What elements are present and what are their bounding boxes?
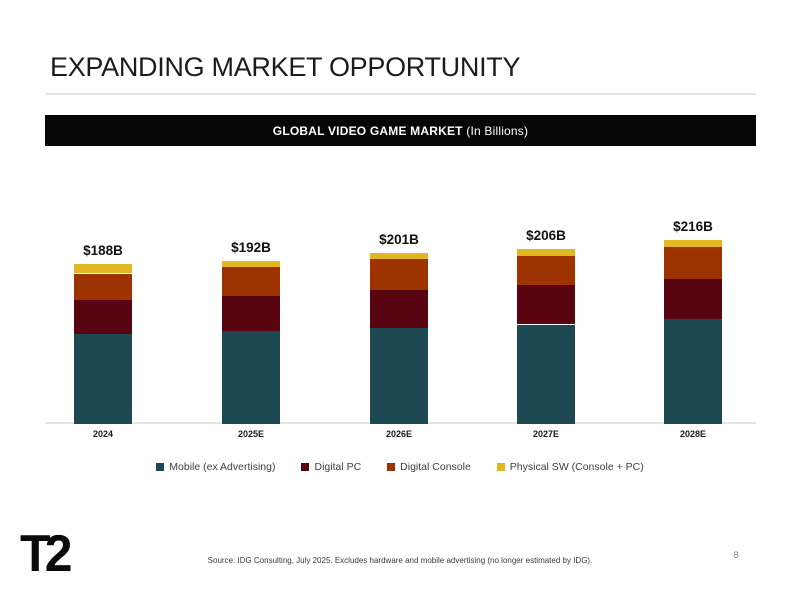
legend-label: Digital PC: [314, 461, 362, 473]
legend-swatch-icon: [301, 463, 310, 471]
x-axis-label-2027e: 2027E: [532, 429, 560, 439]
bar-segment-physical-sw-console-pc-2024: [74, 264, 132, 274]
bar-segment-digital-pc-2024: [74, 299, 132, 334]
legend-item-digital-pc: Digital PC: [301, 461, 361, 473]
chart-banner-subtitle: (In Billions): [462, 123, 529, 138]
slide-title: EXPANDING MARKET OPPORTUNITY: [50, 52, 521, 82]
bar-segment-mobile-ex-advertising-2028e: [664, 319, 722, 424]
t2-logo: T2: [20, 525, 72, 583]
legend-swatch-icon: [496, 463, 505, 471]
chart-banner: GLOBAL VIDEO GAME MARKET (In Billions): [45, 115, 756, 146]
legend-item-digital-console: Digital Console: [387, 461, 471, 473]
bar-total-label-2028e: $216B: [673, 219, 713, 235]
source-note: Source: IDG Consulting, July 2025. Exclu…: [207, 556, 593, 565]
x-axis-label-2024: 2024: [92, 429, 114, 439]
legend-label: Mobile (ex Advertising): [169, 461, 276, 473]
bar-segment-digital-console-2027e: [517, 255, 575, 285]
legend-swatch-icon: [156, 463, 165, 471]
bar-total-label-2024: $188B: [83, 243, 123, 259]
x-axis-label-2025e: 2025E: [237, 429, 265, 439]
chart-legend: Mobile (ex Advertising) Digital PC Digital…: [0, 461, 800, 473]
bar-segment-digital-pc-2026e: [370, 289, 428, 328]
legend-label: Physical SW (Console + PC): [509, 461, 644, 473]
bar-segment-mobile-ex-advertising-2025e: [222, 331, 280, 424]
bar-segment-physical-sw-console-pc-2026e: [370, 253, 428, 260]
bar-total-label-2026e: $201B: [379, 232, 419, 248]
bar-segment-physical-sw-console-pc-2028e: [664, 240, 722, 248]
bar-segment-physical-sw-console-pc-2027e: [517, 248, 575, 256]
bar-segment-mobile-ex-advertising-2027e: [517, 324, 575, 425]
x-axis-label-2028e: 2028E: [679, 429, 707, 439]
bar-segment-mobile-ex-advertising-2026e: [370, 327, 428, 424]
x-axis-label-2026e: 2026E: [385, 429, 413, 439]
bar-segment-digital-console-2028e: [664, 247, 722, 279]
legend-item-physical-sw-console-pc: Physical SW (Console + PC): [496, 461, 644, 473]
bar-total-label-2027e: $206B: [526, 227, 566, 243]
bar-segment-digital-console-2025e: [222, 266, 280, 296]
bar-segment-mobile-ex-advertising-2024: [74, 333, 132, 424]
legend-item-mobile-ex-advertising: Mobile (ex Advertising): [156, 461, 275, 473]
bar-segment-digital-console-2026e: [370, 259, 428, 290]
title-divider: [46, 93, 756, 95]
chart-banner-title: GLOBAL VIDEO GAME MARKET: [272, 123, 463, 138]
bar-segment-digital-pc-2025e: [222, 295, 280, 332]
bar-segment-physical-sw-console-pc-2025e: [222, 260, 280, 267]
bar-total-label-2025e: $192B: [231, 239, 271, 255]
legend-label: Digital Console: [400, 461, 471, 473]
bar-segment-digital-pc-2027e: [517, 284, 575, 325]
bar-segment-digital-console-2024: [74, 273, 132, 300]
bar-segment-digital-pc-2028e: [664, 278, 722, 320]
legend-swatch-icon: [387, 463, 396, 471]
page-number: 8: [733, 550, 739, 560]
